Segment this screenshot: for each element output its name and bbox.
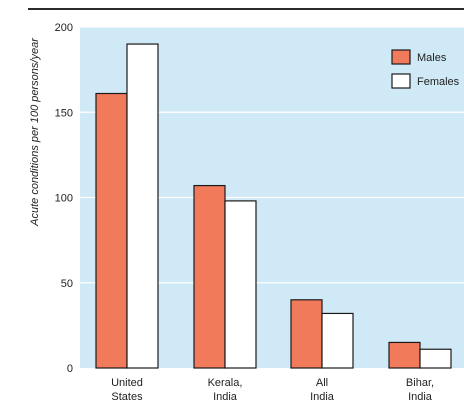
x-category-label: India [213,391,238,403]
x-category-label: All [316,377,328,389]
bar-males-3 [388,341,421,369]
x-category-label: India [310,391,335,403]
bar-males-1 [193,184,226,369]
top-rule [28,8,464,10]
y-tick-label: 50 [61,278,73,290]
bar-males-0 [95,92,128,369]
x-axis-categories: United States Kerala, India All India Bihar, In… [111,377,434,403]
legend-swatch-males [391,49,411,65]
legend-swatch-females [391,73,411,89]
bar-females-0 [126,43,159,369]
y-tick-label: 200 [55,22,73,34]
y-tick-label: 150 [55,107,73,119]
x-category-label: United [111,377,143,389]
legend-label-males: Males [417,52,447,64]
y-tick-label: 100 [55,193,73,205]
bar-females-1 [224,200,257,369]
bars [95,43,452,369]
bar-females-3 [419,348,452,369]
legend: Males Females [391,49,460,89]
x-category-label: India [408,391,433,403]
y-axis-title: Acute conditions per 100 persons/year [29,37,41,227]
x-category-label: Kerala, [208,377,243,389]
legend-label-females: Females [417,76,460,88]
x-category-label: States [111,391,143,403]
x-category-label: Bihar, [406,377,434,389]
y-axis-ticks: 0 50 100 150 200 [55,22,73,375]
y-tick-label: 0 [67,363,73,375]
bar-females-2 [321,312,354,369]
bar-males-2 [290,299,323,369]
